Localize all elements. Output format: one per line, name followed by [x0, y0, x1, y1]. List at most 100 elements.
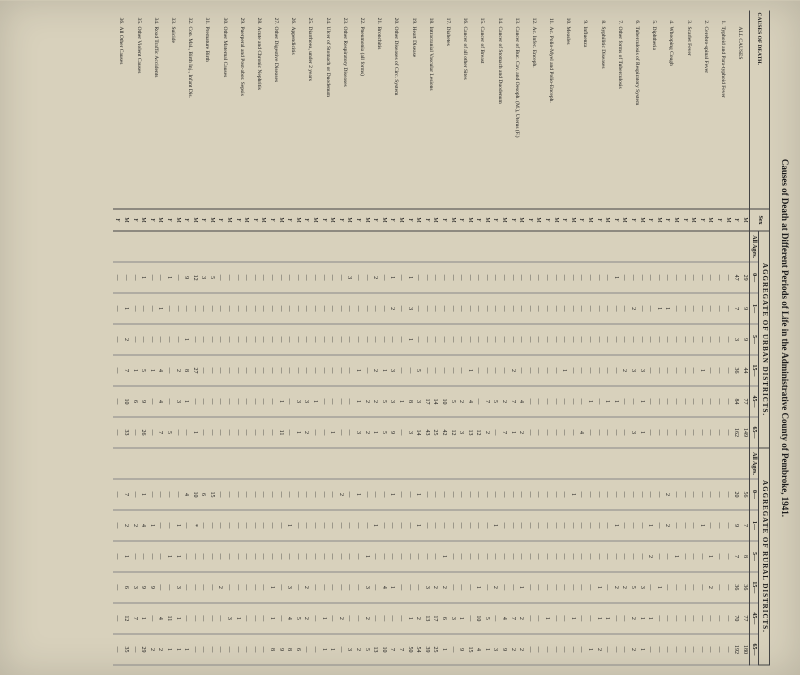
data-cell: 5: [362, 633, 371, 664]
data-cell: —: [345, 571, 354, 602]
cause-label: 31.Premature Birth: [199, 10, 216, 208]
data-cell: —: [233, 478, 242, 509]
data-cell: —: [225, 540, 234, 571]
data-cell: —: [199, 355, 208, 386]
data-cell: —: [353, 571, 362, 602]
data-cell: 1: [697, 355, 706, 386]
data-cell: —: [310, 417, 319, 448]
data-cell: [732, 231, 741, 262]
data-cell: [422, 231, 431, 262]
data-cell: —: [525, 540, 534, 571]
data-cell: 1: [646, 509, 655, 540]
data-cell: —: [225, 293, 234, 324]
data-cell: —: [706, 262, 715, 293]
data-cell: —: [362, 262, 371, 293]
data-cell: —: [534, 602, 543, 633]
data-cell: 3: [388, 355, 397, 386]
data-cell: [654, 231, 663, 262]
sex-cell: M: [637, 208, 646, 230]
data-cell: 2: [414, 602, 423, 633]
data-cell: —: [173, 293, 182, 324]
cause-label: 36.All Other Causes: [113, 10, 130, 208]
data-cell: —: [371, 571, 380, 602]
data-cell: [448, 231, 457, 262]
cause-label: 14.Cancer of Stomach and Duodenum: [491, 10, 508, 208]
data-cell: [542, 448, 551, 479]
data-cell: —: [388, 540, 397, 571]
data-cell: 17: [422, 386, 431, 417]
data-cell: —: [285, 355, 294, 386]
data-cell: —: [654, 417, 663, 448]
data-cell: —: [310, 633, 319, 664]
data-cell: 44: [740, 355, 749, 386]
data-cell: —: [654, 355, 663, 386]
header-age: 0—: [749, 262, 759, 293]
sex-cell: F: [302, 208, 311, 230]
data-cell: [706, 231, 715, 262]
data-cell: 7: [156, 417, 165, 448]
sex-cell: F: [594, 208, 603, 230]
data-cell: —: [182, 293, 191, 324]
data-cell: —: [147, 540, 156, 571]
data-cell: —: [113, 386, 122, 417]
data-cell: —: [577, 509, 586, 540]
data-cell: —: [474, 386, 483, 417]
data-cell: —: [379, 602, 388, 633]
header-age: 1—: [749, 293, 759, 324]
data-cell: —: [250, 417, 259, 448]
data-cell: [517, 231, 526, 262]
data-cell: 1: [611, 509, 620, 540]
data-cell: —: [130, 478, 139, 509]
data-cell: —: [542, 633, 551, 664]
data-cell: —: [328, 355, 337, 386]
data-cell: —: [267, 355, 276, 386]
data-cell: —: [242, 633, 251, 664]
data-cell: [414, 448, 423, 479]
data-cell: 2: [302, 602, 311, 633]
data-cell: —: [706, 602, 715, 633]
data-cell: 2: [439, 571, 448, 602]
data-cell: —: [663, 355, 672, 386]
data-cell: —: [439, 262, 448, 293]
data-cell: [697, 448, 706, 479]
data-cell: [594, 448, 603, 479]
data-cell: 1: [405, 262, 414, 293]
data-cell: —: [457, 540, 466, 571]
sex-cell: F: [474, 208, 483, 230]
sex-cell: F: [646, 208, 655, 230]
data-cell: —: [628, 478, 637, 509]
header-sex: Sex: [749, 208, 769, 230]
data-cell: —: [233, 386, 242, 417]
data-cell: —: [267, 540, 276, 571]
data-cell: —: [500, 540, 509, 571]
data-cell: —: [560, 540, 569, 571]
data-cell: —: [525, 509, 534, 540]
cause-label: 11.Ac. Polio-Myel and Polio-Enceph.: [542, 10, 559, 208]
data-cell: —: [259, 571, 268, 602]
data-cell: —: [379, 324, 388, 355]
data-cell: —: [199, 509, 208, 540]
data-cell: —: [491, 540, 500, 571]
data-cell: —: [706, 386, 715, 417]
sex-cell: M: [379, 208, 388, 230]
data-cell: 42: [439, 417, 448, 448]
header-age: 15—: [749, 355, 759, 386]
sex-cell: M: [310, 208, 319, 230]
sex-cell: M: [534, 208, 543, 230]
data-cell: —: [113, 417, 122, 448]
data-cell: 3: [628, 355, 637, 386]
data-cell: —: [723, 355, 732, 386]
data-cell: —: [654, 324, 663, 355]
data-cell: —: [482, 540, 491, 571]
data-cell: —: [147, 602, 156, 633]
data-cell: [517, 448, 526, 479]
cause-label: 3.Scarlet Fever: [680, 10, 697, 208]
data-cell: —: [542, 293, 551, 324]
data-cell: —: [706, 633, 715, 664]
data-cell: —: [603, 355, 612, 386]
data-cell: [267, 448, 276, 479]
data-cell: [714, 231, 723, 262]
data-cell: 4: [156, 355, 165, 386]
data-cell: 10: [190, 478, 199, 509]
data-cell: —: [594, 262, 603, 293]
